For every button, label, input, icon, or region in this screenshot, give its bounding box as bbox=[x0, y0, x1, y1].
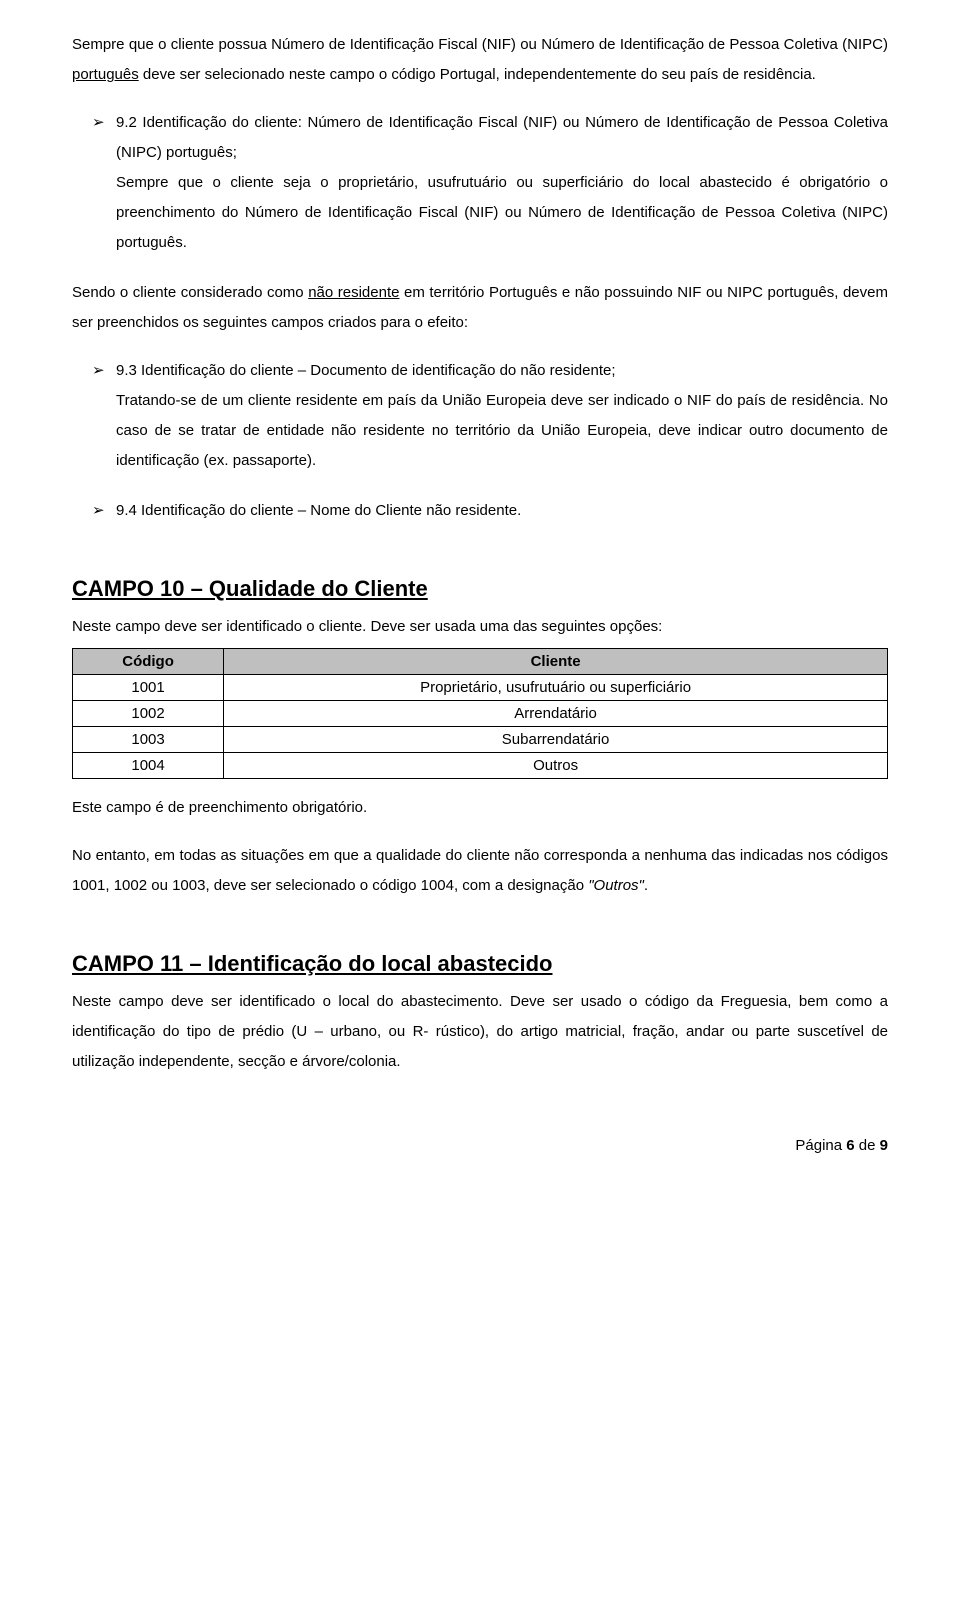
bullet-9-2-body: Sempre que o cliente seja o proprietário… bbox=[116, 168, 888, 258]
table-row: 1004 Outros bbox=[73, 753, 888, 779]
table-cell: 1004 bbox=[73, 753, 224, 779]
bullet-9-2: ➢ 9.2 Identificação do cliente: Número d… bbox=[72, 108, 888, 258]
table-row: 1002 Arrendatário bbox=[73, 701, 888, 727]
bullet-9-2-lead: 9.2 Identificação do cliente: Número de … bbox=[116, 108, 888, 168]
table-cell: 1003 bbox=[73, 727, 224, 753]
bullet-marker: ➢ bbox=[72, 108, 116, 138]
footer-pre: Página bbox=[795, 1137, 846, 1154]
footer-page: 6 bbox=[846, 1137, 854, 1154]
table-cell: Arrendatário bbox=[224, 701, 888, 727]
campo10-intro: Neste campo deve ser identificado o clie… bbox=[72, 612, 888, 642]
bullet-marker: ➢ bbox=[72, 496, 116, 526]
bullet-9-4-text: 9.4 Identificação do cliente – Nome do C… bbox=[116, 496, 888, 526]
footer-mid: de bbox=[855, 1137, 880, 1154]
table-header-cliente: Cliente bbox=[224, 649, 888, 675]
table-cell: 1002 bbox=[73, 701, 224, 727]
intro-underline: português bbox=[72, 66, 139, 83]
table-cell: 1001 bbox=[73, 675, 224, 701]
campo10-note-post: . bbox=[644, 877, 648, 894]
campo11-heading: CAMPO 11 – Identificação do local abaste… bbox=[72, 951, 888, 977]
campo10-heading: CAMPO 10 – Qualidade do Cliente bbox=[72, 576, 888, 602]
campo10-note: No entanto, em todas as situações em que… bbox=[72, 841, 888, 901]
table-row: 1001 Proprietário, usufrutuário ou super… bbox=[73, 675, 888, 701]
footer-total: 9 bbox=[880, 1137, 888, 1154]
nonres-underline: não residente bbox=[308, 284, 399, 301]
bullet-9-3-body: Tratando-se de um cliente residente em p… bbox=[116, 386, 888, 476]
campo10-note-pre: No entanto, em todas as situações em que… bbox=[72, 847, 888, 894]
intro-post: deve ser selecionado neste campo o códig… bbox=[139, 66, 816, 83]
table-cell: Proprietário, usufrutuário ou superficiá… bbox=[224, 675, 888, 701]
bullet-9-3-lead: 9.3 Identificação do cliente – Documento… bbox=[116, 356, 888, 386]
bullet-9-4: ➢ 9.4 Identificação do cliente – Nome do… bbox=[72, 496, 888, 526]
bullet-marker: ➢ bbox=[72, 356, 116, 386]
table-cell: Subarrendatário bbox=[224, 727, 888, 753]
campo10-note-italic: "Outros" bbox=[588, 877, 644, 894]
table-header-codigo: Código bbox=[73, 649, 224, 675]
nonres-pre: Sendo o cliente considerado como bbox=[72, 284, 308, 301]
nonresident-paragraph: Sendo o cliente considerado como não res… bbox=[72, 278, 888, 338]
campo10-obligatory: Este campo é de preenchimento obrigatóri… bbox=[72, 793, 888, 823]
campo10-table: Código Cliente 1001 Proprietário, usufru… bbox=[72, 648, 888, 779]
page-footer: Página 6 de 9 bbox=[72, 1137, 888, 1154]
campo11-body: Neste campo deve ser identificado o loca… bbox=[72, 987, 888, 1077]
table-row: 1003 Subarrendatário bbox=[73, 727, 888, 753]
intro-pre: Sempre que o cliente possua Número de Id… bbox=[72, 36, 888, 53]
bullet-9-3: ➢ 9.3 Identificação do cliente – Documen… bbox=[72, 356, 888, 476]
table-header-row: Código Cliente bbox=[73, 649, 888, 675]
intro-paragraph: Sempre que o cliente possua Número de Id… bbox=[72, 30, 888, 90]
table-cell: Outros bbox=[224, 753, 888, 779]
